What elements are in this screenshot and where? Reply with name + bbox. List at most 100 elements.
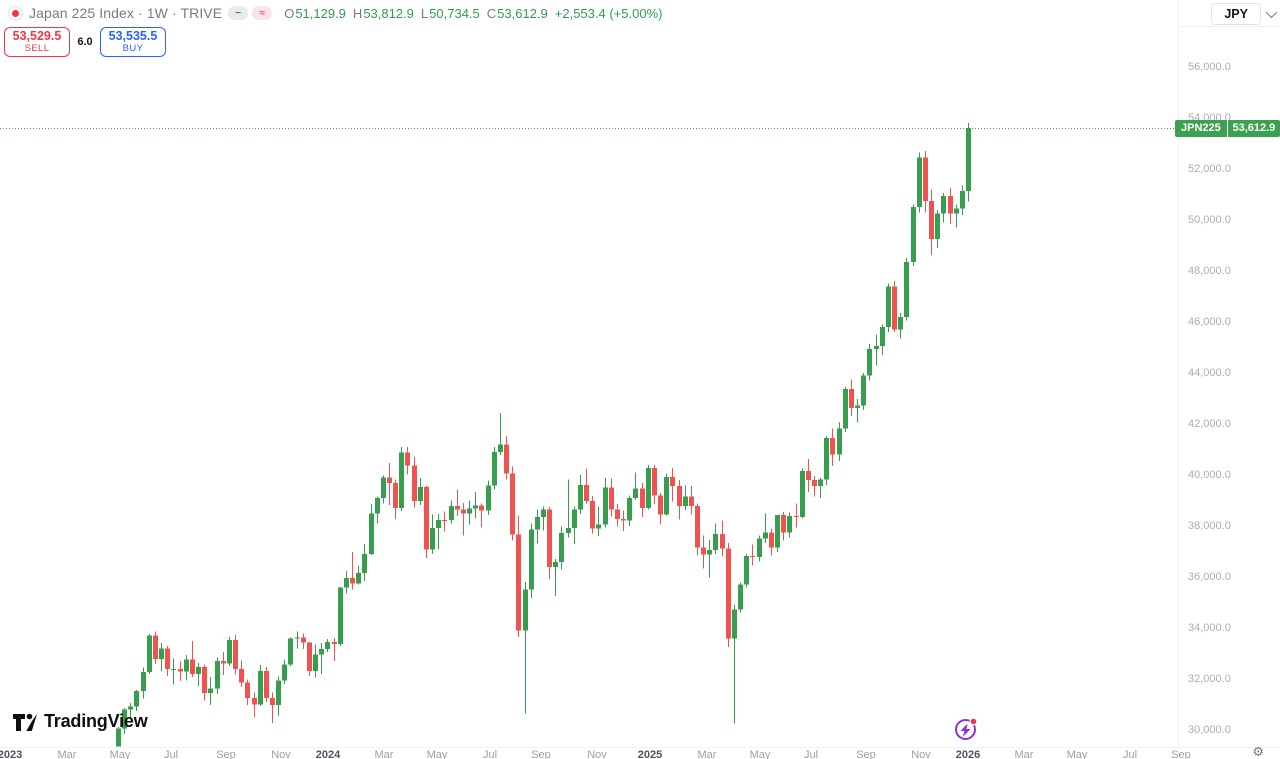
month-tick-label: Nov [587,749,607,759]
month-tick-label: May [1066,749,1088,759]
month-tick-label: Nov [911,749,931,759]
label-separator [1226,119,1228,137]
candle-body [701,547,706,555]
candle-body [677,485,682,506]
candle-body [215,660,220,689]
month-tick-label: Jul [482,749,498,759]
currency-selector[interactable]: JPY [1211,3,1278,25]
month-tick-label: May [109,749,131,759]
candle-body [227,639,232,664]
candle-body [486,485,491,511]
candle-body [603,487,608,525]
candle-body [559,533,564,563]
candle-body [646,467,651,509]
year-tick-label: 2024 [315,749,341,759]
month-tick-label: Jul [1122,749,1138,759]
candle-body [880,327,885,347]
candle-body [812,479,817,486]
candle-body [658,495,663,515]
candle-body [141,672,146,692]
candle-body [208,688,213,694]
synthetic-pricing-icon[interactable]: ≈ [252,6,273,20]
high-value: 53,812.9 [363,5,414,21]
candle-body [381,477,386,498]
high-key: H [352,5,363,21]
candle-body [245,682,250,698]
price-tick-label: 42,000.0 [1188,417,1231,430]
candle-body [332,641,337,644]
candle-body [849,388,854,408]
candle-body [264,670,269,698]
tradingview-wordmark: TradingView [44,710,148,731]
candle-body [584,484,589,502]
symbol-title[interactable]: Japan 225 Index · 1W · TRIVE [29,5,223,21]
candle-body [436,519,441,528]
buy-label: BUY [122,42,144,54]
candle-body [369,513,374,555]
candle-body [313,654,318,672]
month-tick-label: May [749,749,771,759]
market-holiday-icon[interactable]: − [228,6,249,20]
candle-body [732,609,737,639]
candle-body [288,638,293,665]
candle-body [492,451,497,486]
candle-body [572,509,577,529]
price-tick-label: 38,000.0 [1188,519,1231,532]
axis-settings-gear-icon[interactable]: ⚙ [1252,744,1264,759]
candle-body [960,191,965,209]
candle-body [621,518,626,521]
candle-body [578,484,583,510]
candle-body [282,664,287,681]
candle-body [128,706,133,710]
candle-body [510,473,515,535]
buy-button[interactable]: 53,535.5 BUY [100,27,166,57]
sell-price: 53,529.5 [12,28,62,43]
candle-body [892,286,897,330]
candle-body [196,667,201,675]
change-value: +2,553.4 (+5.00%) [554,5,663,21]
month-tick-label: Jul [803,749,819,759]
sell-button[interactable]: 53,529.5 SELL [4,27,70,57]
candle-body [184,659,189,672]
candle-body [498,444,503,452]
price-tick-label: 46,000.0 [1188,315,1231,328]
candle-body [307,642,312,672]
candle-body [455,505,460,510]
axis-header-divider [1180,26,1280,27]
candle-body [707,550,712,555]
candle-body [541,509,546,517]
last-price-value: 53,612.9 [1232,122,1276,134]
candle-body [362,554,367,573]
low-key: L [420,5,429,21]
candle-body [153,635,158,660]
spark-boost-icon[interactable] [952,715,980,743]
candle-body [763,532,768,539]
candle-body [861,375,866,406]
month-tick-label: Jul [163,749,179,759]
candle-body [898,316,903,330]
candle-body [190,659,195,675]
candle-body [633,488,638,499]
tradingview-logo[interactable]: TradingView [12,709,148,733]
market-status-icon[interactable] [8,5,23,21]
candle-body [122,709,127,729]
currency-value: JPY [1211,3,1261,25]
price-tick-label: 52,000.0 [1188,162,1231,175]
candle-body [652,467,657,496]
candle-body [855,405,860,408]
candle-body [824,437,829,480]
candle-body [387,477,392,483]
month-tick-label: May [426,749,448,759]
candle-body [295,637,300,639]
candle-body [553,562,558,568]
price-tick-label: 48,000.0 [1188,264,1231,277]
candle-body [948,195,953,214]
candle-body [449,505,454,521]
month-tick-label: Mar [697,749,717,759]
price-axis-divider [1178,0,1179,747]
candle-body [504,444,509,474]
price-tick-label: 36,000.0 [1188,570,1231,583]
candle-body [461,509,466,514]
candle-body [596,524,601,529]
